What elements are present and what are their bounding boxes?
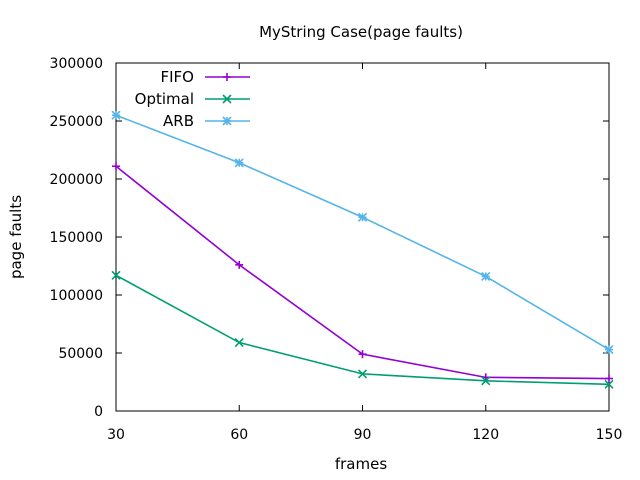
data-point-optimal: [234, 337, 244, 348]
series-optimal: [111, 270, 614, 389]
data-point-arb: [604, 344, 614, 355]
y-tick-label: 50000: [58, 346, 103, 362]
chart-title: MyString Case(page faults): [259, 23, 463, 41]
legend-item-arb: ARB: [163, 112, 250, 130]
legend-item-optimal: Optimal: [135, 90, 250, 108]
series-arb: [111, 110, 614, 355]
data-point-arb: [111, 110, 121, 120]
data-point-optimal: [357, 369, 368, 379]
legend-item-fifo: FIFO: [161, 68, 250, 86]
data-point-optimal: [111, 270, 121, 280]
legend-marker: [222, 94, 232, 104]
x-tick-label: 30: [107, 427, 125, 443]
x-tick-label: 60: [230, 427, 248, 443]
y-tick-label: 300000: [50, 56, 103, 72]
data-point-arb: [234, 158, 244, 168]
x-axis-title: frames: [335, 455, 387, 473]
data-point-fifo: [235, 260, 244, 269]
data-point-optimal: [604, 379, 614, 389]
data-point-arb: [357, 212, 368, 222]
legend-marker: [223, 73, 231, 81]
x-tick-label: 90: [354, 427, 372, 443]
series-line-optimal: [115, 274, 610, 386]
series-line-fifo: [115, 165, 610, 380]
y-axis-title: page faults: [7, 195, 25, 279]
legend-marker: [222, 116, 232, 126]
data-point-fifo: [112, 162, 120, 171]
y-tick-label: 0: [94, 404, 103, 420]
axis-ticks: 0 50000 100000 150000 200000 250000 300000 30 60…: [50, 56, 623, 443]
data-point-fifo: [605, 374, 613, 383]
x-tick-label: 120: [472, 427, 499, 443]
series-fifo: [112, 162, 613, 383]
series-group: [111, 110, 614, 389]
data-point-optimal: [481, 376, 491, 386]
data-point-fifo: [358, 350, 367, 359]
legend-label: ARB: [163, 112, 194, 130]
y-tick-label: 250000: [50, 114, 103, 130]
data-point-arb: [481, 271, 491, 282]
legend-label: FIFO: [161, 68, 195, 86]
y-tick-label: 150000: [50, 230, 103, 246]
series-line-arb: [115, 114, 610, 351]
legend: FIFO Optimal ARB: [135, 68, 250, 130]
y-tick-label: 100000: [50, 288, 103, 304]
x-tick-label: 150: [596, 427, 623, 443]
legend-label: Optimal: [135, 90, 194, 108]
y-tick-label: 200000: [50, 172, 103, 188]
